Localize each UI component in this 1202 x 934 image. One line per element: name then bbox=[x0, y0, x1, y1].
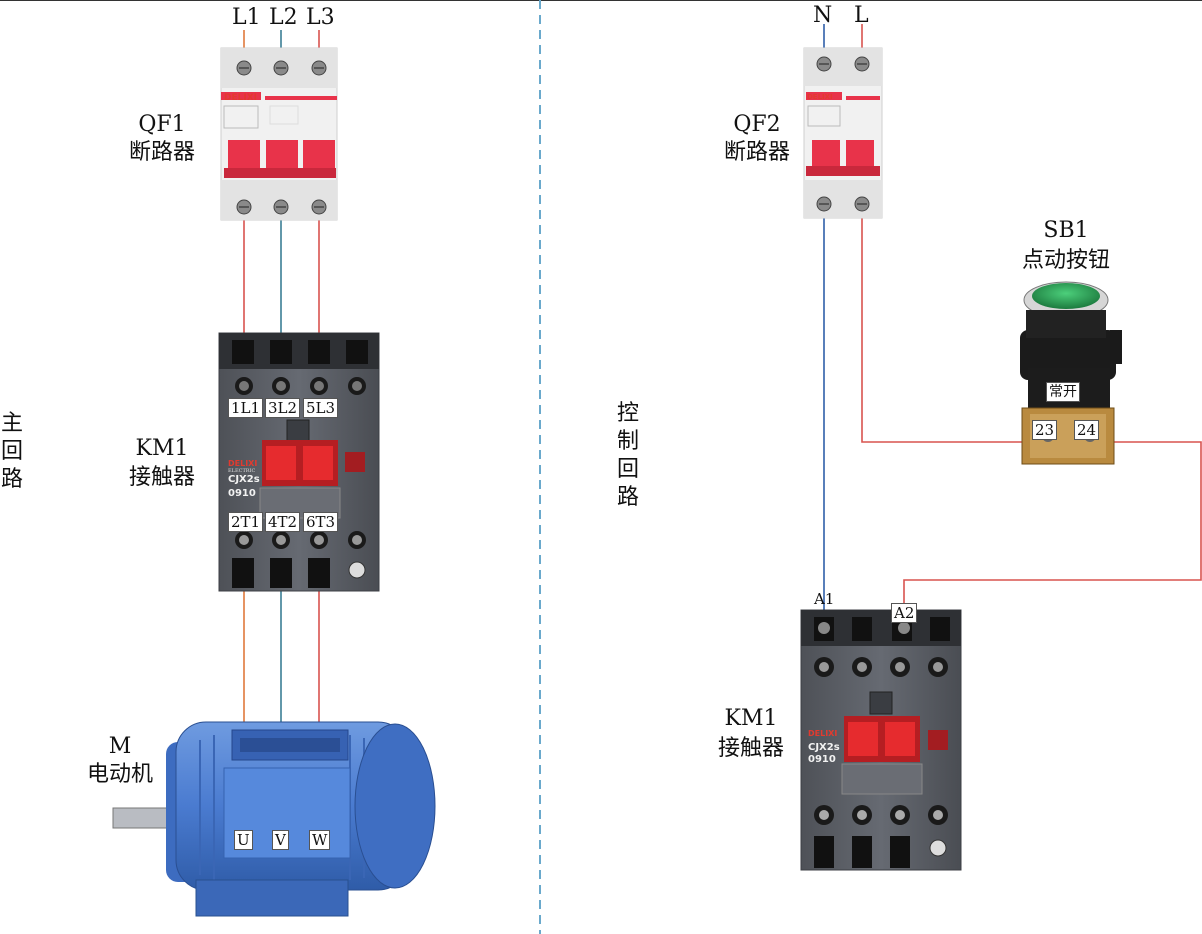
device-print-label: CJX2s bbox=[228, 474, 260, 485]
motor-device bbox=[112, 721, 436, 917]
km1-control-name-label: 接触器 bbox=[717, 736, 784, 761]
km1-main-contactor-device: DELIXI ELECTRIC CJX2s 0910 bbox=[218, 332, 380, 592]
qf1-bottom-screws bbox=[236, 199, 327, 215]
qf2-breaker-device: DELIXI bbox=[803, 47, 883, 219]
qf1-name-label: 断路器 bbox=[128, 140, 195, 165]
control-circuit-title: 控制回路 bbox=[616, 401, 639, 510]
km1-main-id-label: KM1 bbox=[135, 436, 189, 461]
wire-l-to-button bbox=[861, 205, 1058, 443]
device-print-label: CJX2s bbox=[808, 742, 840, 753]
qf1-breaker-device: DELIXI bbox=[220, 47, 338, 221]
device-print-label: 0910 bbox=[808, 754, 836, 765]
svg-text:DELIXI: DELIXI bbox=[808, 729, 837, 738]
motor-terminal-u: U bbox=[234, 830, 253, 850]
terminal-tag-5l3: 5L3 bbox=[303, 398, 339, 418]
green-button-cap bbox=[1032, 283, 1100, 309]
sb1-terminal-24: 24 bbox=[1074, 420, 1100, 440]
motor-terminal-w: W bbox=[309, 830, 331, 850]
qf1-brand: DELIXI bbox=[224, 93, 257, 103]
supply-label-n: N bbox=[813, 3, 833, 28]
km1-control-id-label: KM1 bbox=[724, 706, 778, 731]
terminal-tag-1l1: 1L1 bbox=[228, 398, 264, 418]
wire-button-to-a2 bbox=[903, 441, 1202, 616]
qf1-handles bbox=[224, 140, 336, 178]
qf2-id-label: QF2 bbox=[733, 112, 781, 137]
qf2-name-label: 断路器 bbox=[723, 140, 790, 165]
km1-main-top-terminals bbox=[232, 340, 368, 395]
supply-label-l: L bbox=[854, 3, 869, 28]
coil-terminal-a2: A2 bbox=[891, 603, 918, 623]
sb1-name-label: 点动按钮 bbox=[1021, 248, 1110, 273]
terminal-tag-4t2: 4T2 bbox=[265, 512, 301, 532]
qf1-id-label: QF1 bbox=[138, 112, 186, 137]
motor-id-label: M bbox=[108, 734, 132, 759]
km1-main-bottom-terminals bbox=[232, 531, 366, 588]
sb1-id-label: SB1 bbox=[1043, 218, 1089, 243]
sb1-terminal-23: 23 bbox=[1032, 420, 1058, 440]
km1-control-contactor-device: DELIXI CJX2s 0910 bbox=[800, 609, 962, 871]
motor-name-label: 电动机 bbox=[86, 762, 153, 787]
svg-text:DELIXI: DELIXI bbox=[228, 459, 257, 468]
km1-main-name-label: 接触器 bbox=[128, 465, 195, 490]
km1-main-armature bbox=[262, 440, 365, 486]
terminal-tag-3l2: 3L2 bbox=[265, 398, 301, 418]
coil-terminal-a1: A1 bbox=[814, 590, 835, 608]
main-circuit-title: 主回路 bbox=[0, 411, 23, 492]
terminal-tag-6t3: 6T3 bbox=[303, 512, 339, 532]
svg-text:ELECTRIC: ELECTRIC bbox=[228, 468, 256, 474]
motor-terminal-v: V bbox=[272, 830, 289, 850]
device-print-label: DELIXI bbox=[807, 93, 833, 101]
sb1-contact-type: 常开 bbox=[1046, 382, 1080, 402]
device-print-label: 0910 bbox=[228, 488, 256, 499]
terminal-tag-2t1: 2T1 bbox=[228, 512, 264, 532]
phase-label-l1: L1 bbox=[232, 5, 261, 30]
phase-label-l2: L2 bbox=[269, 5, 298, 30]
qf1-top-screws bbox=[236, 60, 327, 76]
control-wires bbox=[823, 24, 1202, 616]
phase-label-l3: L3 bbox=[306, 5, 335, 30]
